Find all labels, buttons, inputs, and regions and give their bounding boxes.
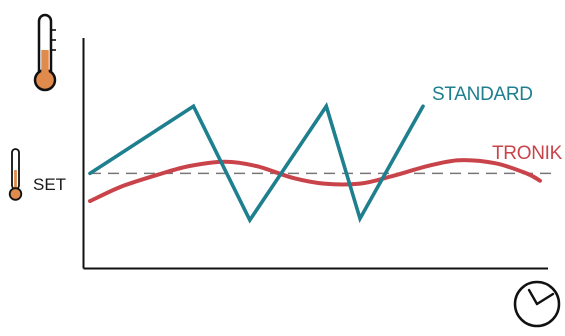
clock-icon [513, 280, 561, 328]
series-line-tronik [88, 158, 542, 204]
series-line-standard [88, 102, 425, 224]
setpoint-label: SET [33, 175, 66, 194]
series-label-standard: STANDARD [432, 84, 533, 105]
thermometer-icon [33, 13, 57, 92]
axes [82, 38, 548, 270]
thermometer-small-icon [8, 148, 23, 201]
series-label-tronik: TRONIK [492, 143, 563, 164]
